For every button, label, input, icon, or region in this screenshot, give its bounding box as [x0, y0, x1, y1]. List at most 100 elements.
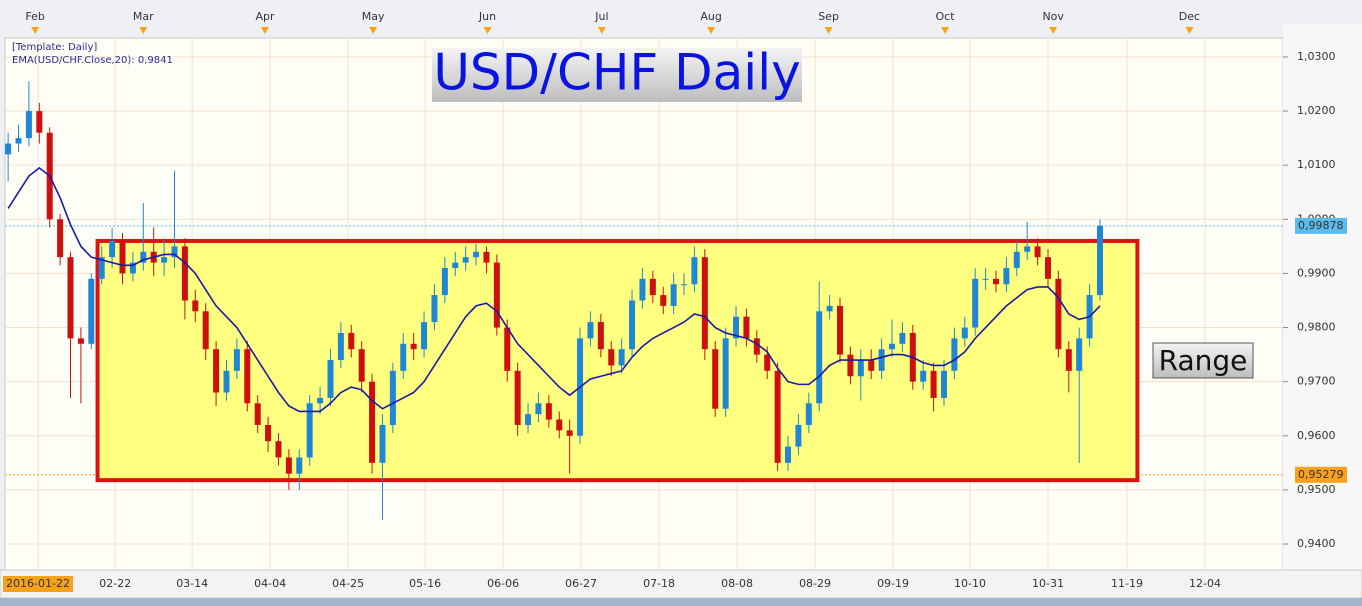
- candle-body: [1034, 246, 1041, 258]
- candle-body: [161, 257, 168, 263]
- candle-body: [1044, 257, 1051, 279]
- month-marker: [1185, 27, 1194, 34]
- candle-body: [306, 403, 313, 458]
- candle-body: [140, 251, 147, 263]
- candle-body: [961, 327, 968, 339]
- candle-body: [233, 349, 240, 371]
- month-marker: [597, 27, 606, 34]
- candle-body: [192, 300, 199, 312]
- range-box: [95, 238, 1140, 483]
- candle-body: [483, 251, 490, 263]
- x-tick-label: 10-31: [1032, 577, 1064, 590]
- x-tick-label: 03-14: [176, 577, 208, 590]
- candle-body: [525, 414, 532, 425]
- candle-body: [785, 446, 792, 463]
- candle-body: [109, 240, 116, 258]
- candle-body: [649, 278, 656, 296]
- candle-body: [982, 278, 989, 280]
- candle-body: [36, 111, 43, 133]
- candle-body: [504, 327, 511, 371]
- candle-body: [462, 257, 469, 263]
- candle-body: [587, 322, 594, 339]
- price-label: 0,99878: [1298, 219, 1344, 232]
- candle-body: [327, 360, 334, 398]
- x-tick-label: 07-18: [643, 577, 675, 590]
- month-label: Aug: [700, 10, 721, 23]
- candle-body: [837, 305, 844, 355]
- month-label: May: [362, 10, 385, 23]
- x-tick-label: 04-25: [332, 577, 364, 590]
- candle-body: [847, 354, 854, 377]
- month-label: Dec: [1179, 10, 1200, 23]
- month-label: Jul: [594, 10, 608, 23]
- candle-body: [545, 403, 552, 420]
- y-tick-label: 0,9400: [1297, 537, 1336, 550]
- axes: 1,03001,02001,01001,00000,99000,98000,97…: [3, 10, 1347, 592]
- candle-body: [285, 457, 292, 474]
- candle-body: [618, 349, 625, 366]
- candle-body: [722, 338, 729, 409]
- candle-body: [733, 316, 740, 339]
- candle-body: [889, 343, 896, 350]
- ema-line: [7, 166, 1101, 413]
- range-layer: [95, 238, 1140, 483]
- x-tick-label: 06-27: [565, 577, 597, 590]
- candle-body: [701, 257, 708, 350]
- candle-body: [805, 403, 812, 425]
- candle-body: [795, 424, 802, 447]
- candle-body: [681, 284, 688, 286]
- month-label: Mar: [133, 10, 154, 23]
- candle-body: [5, 143, 12, 155]
- x-tick-label: 11-19: [1111, 577, 1143, 590]
- candle-body: [1003, 268, 1010, 285]
- x-tick-label: 08-29: [799, 577, 831, 590]
- candle-body: [556, 419, 563, 431]
- candle-body: [535, 403, 542, 415]
- candle-body: [421, 322, 428, 350]
- x-tick-label: 05-16: [409, 577, 441, 590]
- candle-body: [868, 360, 875, 371]
- candle-body: [473, 251, 480, 258]
- candle-body: [743, 316, 750, 339]
- month-marker: [941, 27, 950, 34]
- candle-body: [119, 240, 126, 274]
- candle-body: [379, 424, 386, 463]
- candle-body: [972, 278, 979, 328]
- x-tick-label: 02-22: [99, 577, 131, 590]
- candle-body: [1096, 225, 1103, 296]
- candle-body: [826, 305, 833, 312]
- month-marker: [260, 27, 269, 34]
- x-tick-label: 2016-01-22: [6, 577, 70, 590]
- y-tick-label: 1,0300: [1297, 50, 1336, 63]
- candle-body: [670, 284, 677, 306]
- candle-body: [400, 343, 407, 371]
- candle-body: [15, 138, 22, 144]
- candle-body: [951, 338, 958, 371]
- candle-body: [920, 370, 927, 382]
- month-label: Apr: [255, 10, 275, 23]
- month-label: Jun: [478, 10, 496, 23]
- month-label: Oct: [936, 10, 956, 23]
- candle-body: [25, 111, 32, 139]
- month-label: Sep: [818, 10, 839, 23]
- scrollbar: [0, 598, 1362, 606]
- y-tick-label: 1,0100: [1297, 158, 1336, 171]
- candle-body: [930, 370, 937, 398]
- month-marker: [369, 27, 378, 34]
- candle-body: [1055, 278, 1062, 350]
- candle-body: [98, 257, 105, 279]
- y-tick-label: 0,9800: [1297, 321, 1336, 334]
- x-tick-label: 06-06: [487, 577, 519, 590]
- candle-body: [223, 370, 230, 393]
- candle-body: [774, 370, 781, 463]
- candle-body: [712, 349, 719, 409]
- candle-body: [878, 349, 885, 371]
- x-tick-label: 08-08: [721, 577, 753, 590]
- candle-body: [358, 349, 365, 382]
- ema-legend: EMA(USD/CHF.Close,20): 0,9841: [12, 55, 173, 66]
- candle-body: [171, 246, 178, 258]
- candle-body: [608, 349, 615, 366]
- candle-body: [1013, 251, 1020, 269]
- month-label: Feb: [25, 10, 44, 23]
